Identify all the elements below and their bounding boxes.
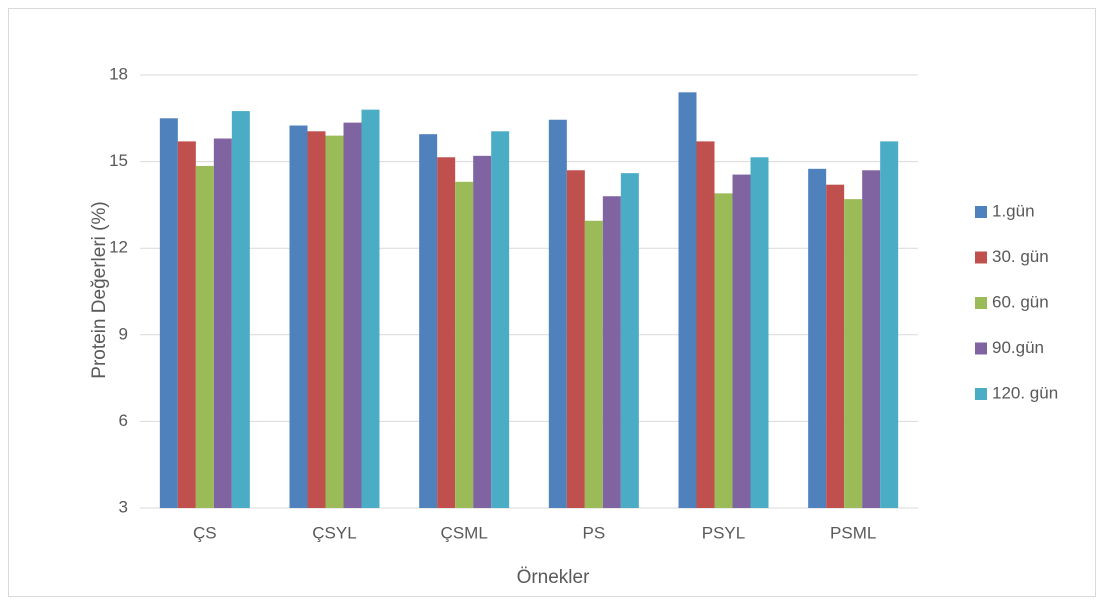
bar	[602, 196, 621, 509]
legend-swatch	[975, 206, 987, 218]
bar	[361, 109, 380, 508]
bar	[437, 157, 456, 508]
bar	[213, 138, 232, 509]
bar	[177, 141, 196, 509]
bar	[862, 170, 881, 508]
bar	[826, 184, 845, 508]
x-tick-label: PS	[582, 523, 605, 542]
legend-swatch	[975, 342, 987, 355]
bar	[808, 168, 827, 509]
bar	[584, 220, 603, 508]
x-axis-title: Örnekler	[517, 567, 591, 588]
x-tick-label: ÇS	[193, 523, 217, 542]
x-tick-label: PSYL	[702, 523, 745, 542]
bar	[473, 155, 492, 508]
bar	[195, 165, 214, 508]
bar	[343, 122, 362, 508]
bar	[732, 174, 751, 508]
bar	[678, 92, 697, 508]
x-tick-label: ÇSML	[441, 523, 488, 542]
bar	[844, 199, 863, 509]
bar	[620, 173, 639, 508]
bar	[231, 111, 250, 508]
bar	[566, 170, 585, 508]
legend-label: 1.gün	[992, 201, 1035, 220]
bar	[548, 119, 567, 508]
bar	[289, 125, 308, 509]
bar	[880, 141, 899, 509]
bar	[491, 131, 510, 509]
y-axis-title: Protein Değerleri (%)	[89, 201, 110, 378]
bar	[455, 181, 474, 508]
bar	[696, 141, 715, 509]
legend-label: 120. gün	[992, 383, 1058, 402]
legend-swatch	[975, 251, 987, 264]
bar	[750, 157, 769, 508]
x-tick-label: PSML	[830, 523, 876, 542]
bar	[325, 135, 344, 508]
x-tick-label: ÇSYL	[312, 523, 356, 542]
bar	[159, 118, 178, 509]
legend-label: 60. gün	[992, 292, 1049, 311]
bar	[419, 134, 438, 508]
y-tick-label: 9	[119, 324, 128, 343]
legend-label: 30. gün	[992, 247, 1049, 266]
y-tick-label: 12	[109, 238, 128, 257]
y-tick-label: 15	[109, 151, 128, 170]
legend-swatch	[975, 297, 987, 309]
legend-label: 90.gün	[992, 338, 1044, 357]
y-tick-label: 18	[109, 64, 128, 83]
bar	[307, 131, 326, 509]
y-tick-label: 3	[119, 497, 128, 516]
bar	[714, 193, 733, 508]
y-tick-label: 6	[119, 411, 128, 430]
legend-swatch	[975, 388, 987, 400]
